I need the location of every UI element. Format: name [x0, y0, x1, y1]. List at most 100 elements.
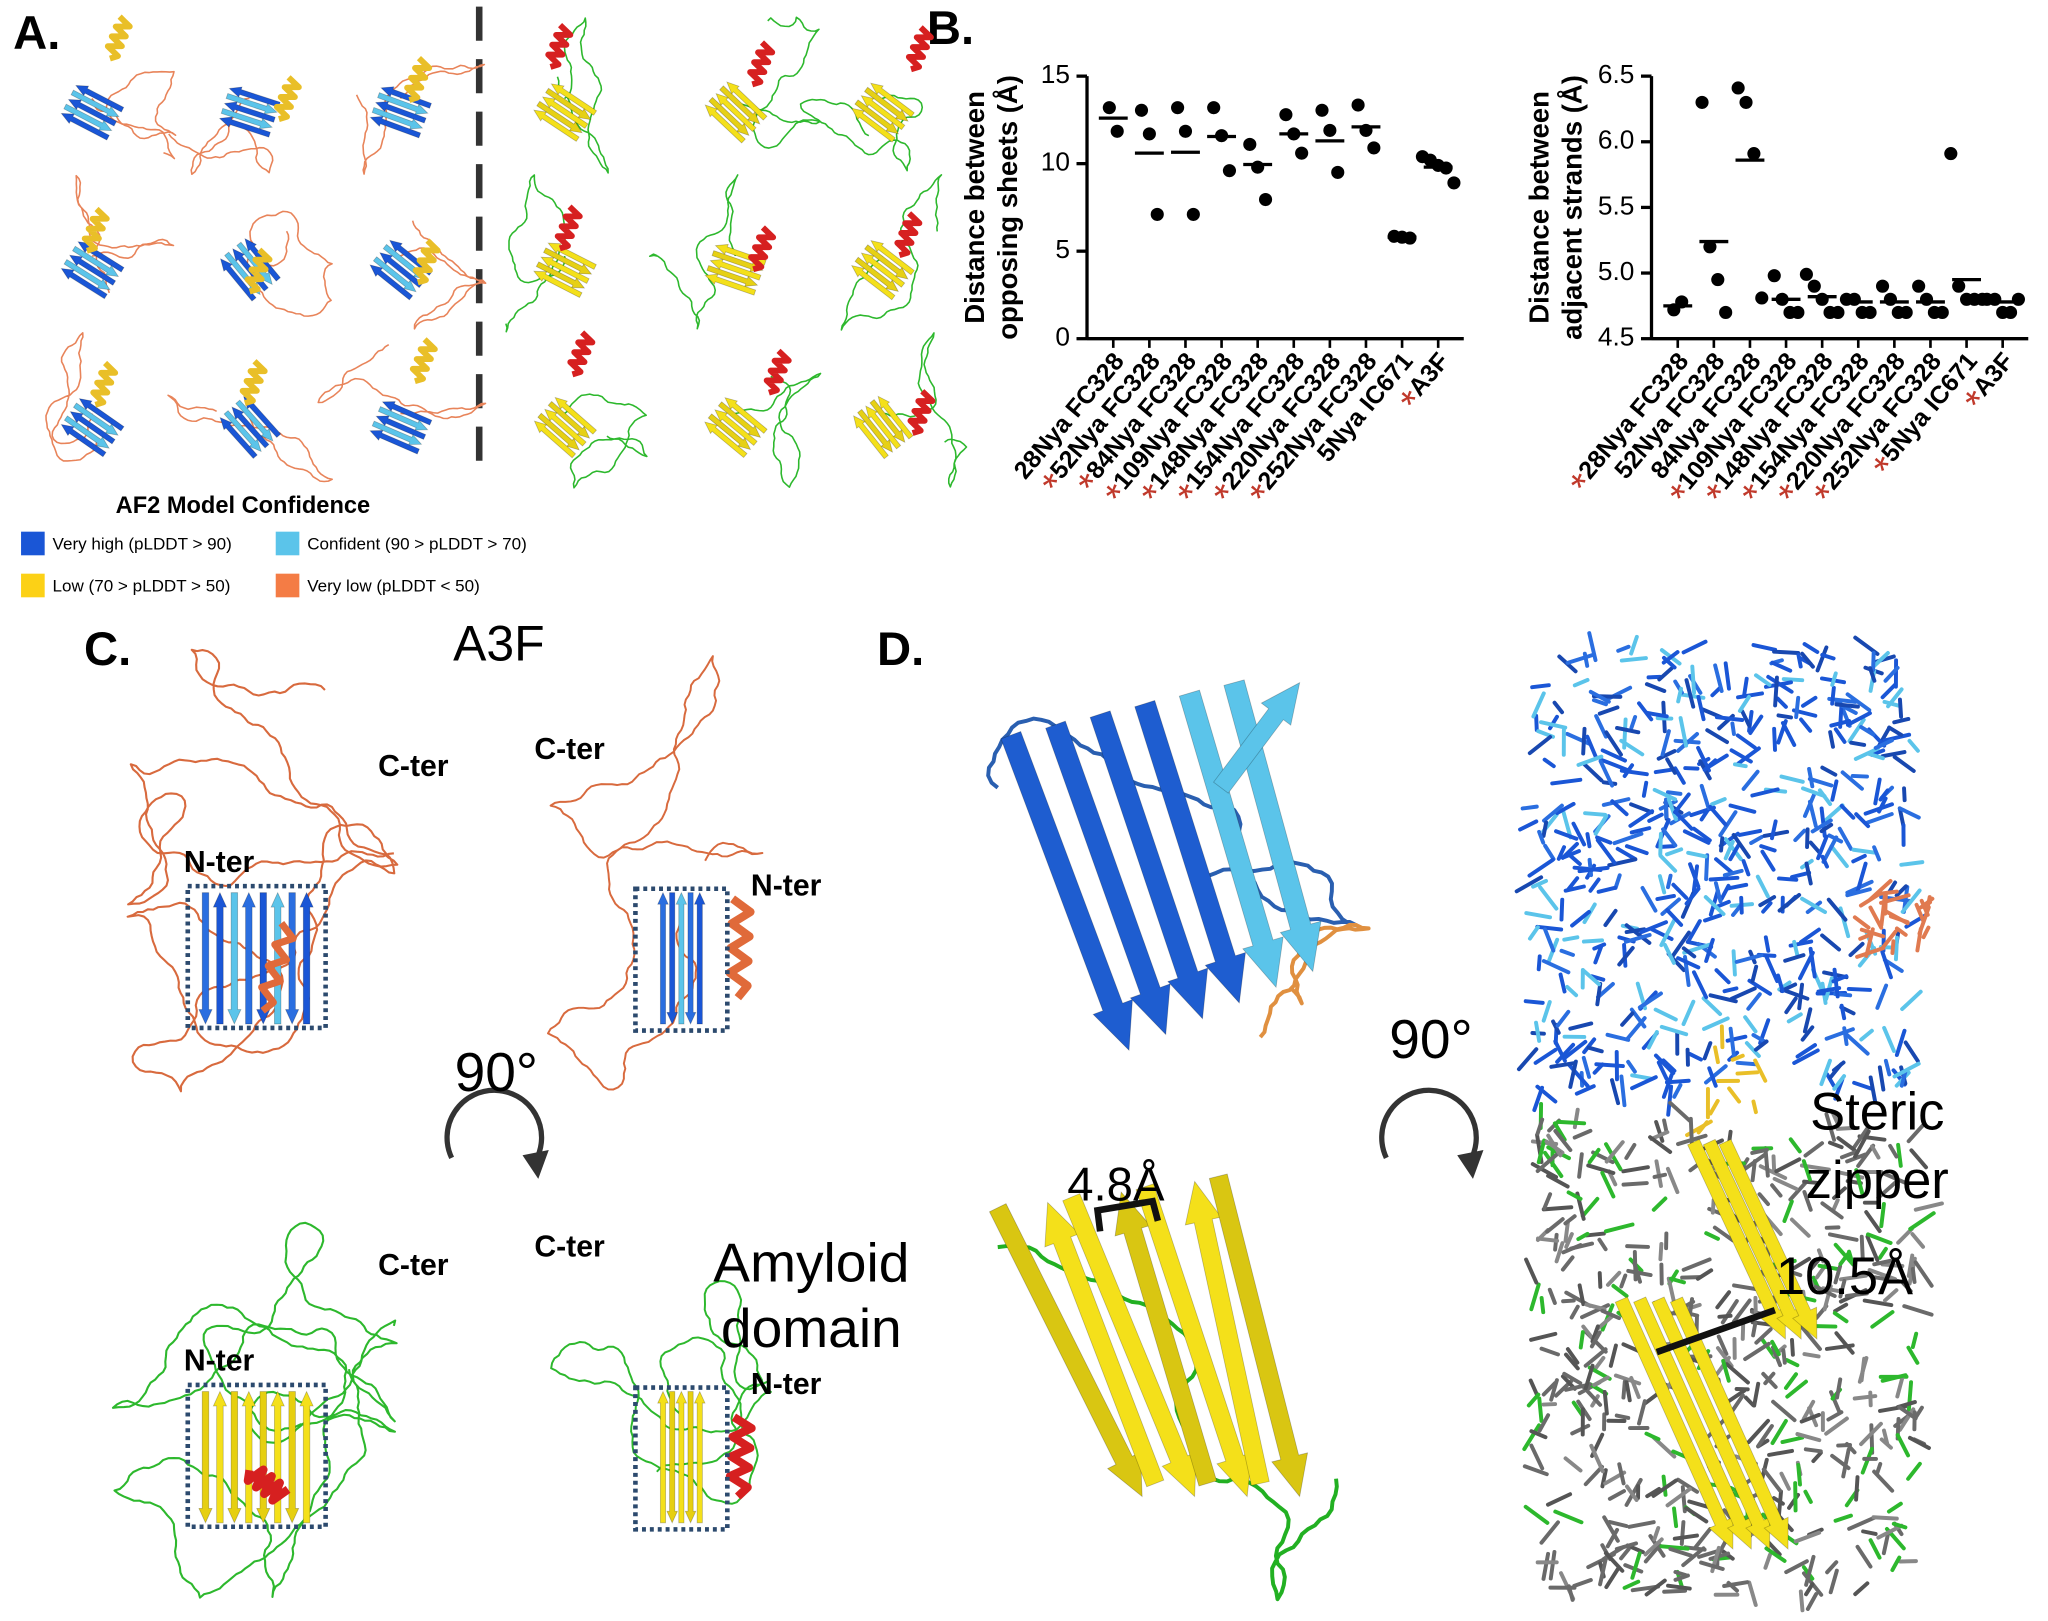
stick	[1852, 915, 1871, 930]
stick	[1871, 651, 1890, 669]
stick	[1596, 885, 1617, 894]
stick	[1830, 685, 1836, 706]
stick	[1751, 643, 1778, 652]
stick	[1814, 1260, 1830, 1280]
stick	[1637, 991, 1663, 1010]
stick	[1610, 1078, 1621, 1106]
stick	[1805, 1592, 1819, 1611]
stick	[1802, 1007, 1813, 1034]
stick	[1561, 1243, 1583, 1255]
legend-title: AF2 Model Confidence	[116, 493, 370, 519]
stick	[1771, 1399, 1797, 1423]
strand	[220, 107, 273, 130]
domain-box	[633, 886, 730, 1033]
stick	[1702, 1041, 1713, 1061]
stick	[1785, 1379, 1808, 1399]
stick	[1704, 1231, 1720, 1241]
stick	[1859, 1356, 1867, 1383]
stick	[1670, 930, 1691, 958]
data-point	[1186, 207, 1200, 221]
stick	[1673, 1570, 1688, 1578]
data-point	[1731, 81, 1745, 95]
stick	[1576, 1231, 1590, 1242]
rotation-arrow	[1379, 1087, 1479, 1162]
stick	[1892, 717, 1911, 725]
stick	[1536, 1138, 1547, 1165]
stick	[1588, 689, 1611, 704]
helix	[545, 22, 574, 70]
stick	[1714, 715, 1745, 722]
stick	[1883, 1058, 1892, 1077]
stick	[1637, 701, 1654, 722]
stick	[1665, 1166, 1680, 1195]
stick	[1772, 649, 1801, 655]
stick	[1543, 927, 1556, 953]
legend-swatch	[21, 531, 45, 556]
stick	[1564, 1232, 1574, 1249]
stick	[1820, 765, 1838, 777]
stick	[1776, 973, 1785, 994]
helix	[748, 225, 777, 273]
stick	[1741, 769, 1760, 791]
stick	[1792, 939, 1800, 959]
stick	[1784, 1358, 1800, 1368]
stick	[1820, 933, 1842, 952]
stick	[1653, 1053, 1676, 1076]
y-axis-label: opposing sheets (Å)	[992, 75, 1023, 340]
stick	[1555, 1042, 1576, 1064]
stick	[1708, 1098, 1720, 1116]
strand	[284, 892, 300, 1025]
stick	[1691, 826, 1712, 843]
stick	[1735, 1070, 1760, 1076]
stick	[1804, 861, 1813, 886]
stick	[1761, 1371, 1778, 1389]
data-point	[1142, 127, 1156, 141]
strand	[369, 116, 422, 139]
stick	[1693, 1527, 1712, 1550]
stick	[1910, 1331, 1919, 1350]
stick	[1541, 1000, 1552, 1023]
stick	[1879, 893, 1911, 905]
stick	[1676, 956, 1701, 970]
stick	[1716, 1334, 1729, 1356]
stick	[1875, 889, 1899, 897]
legend-swatch	[275, 573, 300, 598]
stick	[1531, 691, 1546, 719]
stick	[1554, 829, 1579, 841]
stick	[1834, 702, 1860, 709]
stick	[1535, 1150, 1562, 1174]
stick	[1644, 710, 1669, 719]
stick	[1853, 1129, 1871, 1159]
stick	[1581, 1324, 1594, 1340]
stick	[1770, 1339, 1781, 1357]
stick	[1643, 1537, 1664, 1557]
strand	[693, 891, 706, 1025]
strand	[1178, 689, 1284, 989]
strand	[71, 245, 120, 277]
stick	[1805, 827, 1810, 849]
stick	[1696, 1120, 1709, 1135]
rotation-label: 90°	[1389, 1008, 1472, 1070]
bracket	[1093, 1197, 1162, 1232]
stick	[1873, 777, 1882, 806]
strand	[198, 892, 213, 1025]
stick	[1832, 1186, 1847, 1200]
y-tick-label: 5	[1055, 234, 1070, 264]
stick	[1764, 1546, 1787, 1563]
stick	[1874, 1461, 1883, 1476]
stick	[1619, 1273, 1628, 1289]
stick	[1580, 1196, 1600, 1218]
stick	[1615, 846, 1637, 861]
distance-label: 4.8Å	[1067, 1159, 1165, 1212]
data-point	[2011, 292, 2025, 306]
helix	[409, 337, 438, 384]
stick	[1758, 895, 1777, 908]
stick	[1880, 1373, 1908, 1383]
stick	[1657, 874, 1667, 895]
stick	[1640, 885, 1658, 913]
stick	[1832, 1074, 1847, 1091]
panel-label: D.	[877, 623, 924, 676]
stick	[1817, 1263, 1840, 1271]
helix	[81, 206, 110, 254]
